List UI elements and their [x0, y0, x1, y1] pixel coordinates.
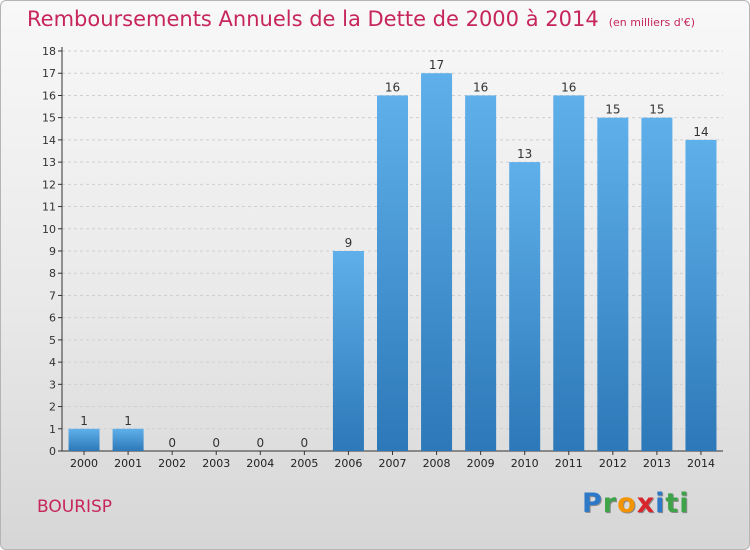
- y-tick-label: 14: [42, 134, 56, 147]
- x-tick-label: 2011: [555, 457, 583, 470]
- bar: [465, 95, 497, 451]
- x-tick-label: 2008: [423, 457, 451, 470]
- bar: [332, 251, 364, 451]
- x-tick-label: 2007: [379, 457, 407, 470]
- y-tick-label: 0: [49, 445, 56, 458]
- y-tick-label: 9: [49, 245, 56, 258]
- x-tick-label: 2002: [158, 457, 186, 470]
- data-label: 0: [212, 436, 220, 450]
- x-tick-label: 2003: [202, 457, 230, 470]
- bar: [509, 162, 541, 451]
- logo-letter: r: [602, 488, 618, 519]
- bar: [553, 95, 585, 451]
- bar: [641, 117, 673, 452]
- x-tick-label: 2004: [246, 457, 274, 470]
- data-label: 15: [605, 103, 620, 117]
- logo-letter: ti: [665, 488, 690, 519]
- y-tick-label: 11: [42, 201, 56, 214]
- y-tick-label: 2: [49, 401, 56, 414]
- chart-title-text: Remboursements Annuels de la Dette de 20…: [27, 7, 599, 31]
- y-tick-label: 15: [42, 112, 56, 125]
- bar: [112, 428, 144, 451]
- logo-letter: P: [582, 488, 603, 519]
- commune-name: BOURISP: [37, 497, 113, 517]
- x-tick-label: 2013: [643, 457, 671, 470]
- unit-note: (en milliers d'€): [608, 16, 695, 29]
- data-label: 13: [517, 147, 532, 161]
- y-tick-label: 4: [49, 356, 56, 369]
- data-label: 9: [345, 236, 353, 250]
- y-tick-label: 13: [42, 156, 56, 169]
- y-tick-label: 8: [49, 267, 56, 280]
- x-tick-label: 2001: [114, 457, 142, 470]
- x-tick-label: 2005: [290, 457, 318, 470]
- y-tick-label: 12: [42, 178, 56, 191]
- bar: [597, 117, 629, 452]
- data-label: 0: [168, 436, 176, 450]
- proxiti-logo: Proxiti: [582, 488, 690, 519]
- x-tick-label: 2009: [467, 457, 495, 470]
- x-tick-label: 2012: [599, 457, 627, 470]
- y-tick-label: 10: [42, 223, 56, 236]
- x-tick-label: 2010: [511, 457, 539, 470]
- y-tick-label: 7: [49, 289, 56, 302]
- bar: [421, 73, 453, 451]
- x-tick-label: 2014: [687, 457, 715, 470]
- logo-letter: o: [617, 488, 637, 519]
- x-tick-label: 2006: [334, 457, 362, 470]
- bar: [377, 95, 408, 451]
- y-tick-label: 18: [42, 45, 56, 58]
- logo-letter: i: [655, 488, 666, 519]
- data-label: 14: [693, 125, 708, 139]
- y-tick-label: 5: [49, 334, 56, 347]
- data-label: 16: [561, 80, 576, 94]
- y-tick-label: 3: [49, 378, 56, 391]
- chart-title: Remboursements Annuels de la Dette de 20…: [27, 7, 695, 31]
- data-label: 1: [124, 414, 132, 428]
- data-label: 17: [429, 58, 444, 72]
- data-label: 16: [473, 80, 488, 94]
- bar: [685, 139, 717, 451]
- bar: [68, 428, 100, 451]
- y-tick-label: 6: [49, 312, 56, 325]
- y-tick-label: 1: [49, 423, 56, 436]
- data-label: 15: [649, 103, 664, 117]
- x-tick-label: 2000: [70, 457, 98, 470]
- logo-letter: x: [636, 488, 656, 519]
- data-label: 16: [385, 80, 400, 94]
- y-tick-label: 16: [42, 89, 56, 102]
- data-label: 0: [256, 436, 264, 450]
- data-label: 0: [301, 436, 309, 450]
- y-tick-label: 17: [42, 67, 56, 80]
- data-label: 1: [80, 414, 88, 428]
